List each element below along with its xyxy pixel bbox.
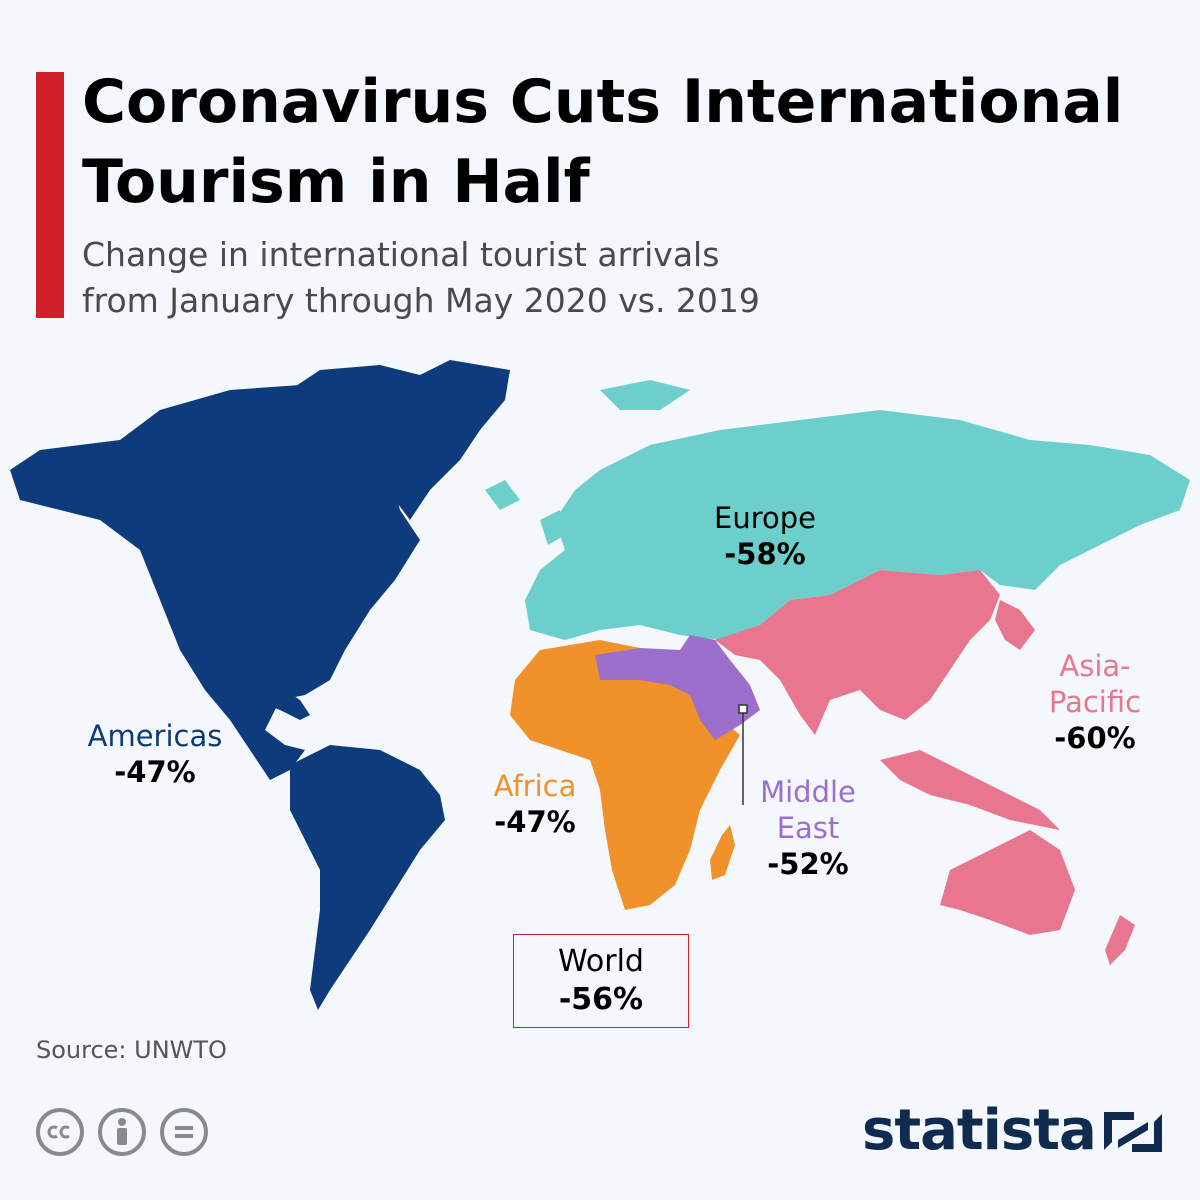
region-name-americas: Americas [87,719,223,753]
label-middle-east: Middle East -52% [738,774,878,882]
cc-icon[interactable] [36,1108,84,1156]
attribution-icon[interactable] [98,1108,146,1156]
label-asia-pacific: Asia- Pacific -60% [1025,648,1165,756]
statista-logo-icon [1104,1112,1162,1152]
subtitle-line-2: from January through May 2020 vs. 2019 [82,281,760,320]
accent-bar [36,72,64,318]
subtitle: Change in international tourist arrivals… [82,232,1082,324]
region-value-asia-pacific: -60% [1054,721,1136,755]
middle-east-marker [738,704,748,714]
label-americas: Americas -47% [55,718,255,790]
region-asia-pacific-shape [715,570,1135,965]
brand-name: statista [862,1098,1097,1163]
region-name-asia-pacific-line-2: Pacific [1048,685,1142,719]
region-americas-shape [10,360,510,1010]
world-value: -56% [558,982,644,1017]
subtitle-line-1: Change in international tourist arrivals [82,235,720,274]
region-europe-shape [485,380,1190,640]
region-name-africa: Africa [493,769,577,803]
title-line-1: Coronavirus Cuts International [82,67,1124,137]
title-line-2: Tourism in Half [82,147,590,217]
region-value-americas: -47% [114,755,196,789]
page-title: Coronavirus Cuts International Tourism i… [82,62,1182,222]
world-summary-box: World -56% [513,934,689,1028]
region-value-africa: -47% [494,805,576,839]
region-value-middle-east: -52% [767,847,849,881]
region-name-asia-pacific-line-1: Asia- [1059,649,1131,683]
license-icons [36,1108,208,1156]
region-middle-east-shape [595,635,760,740]
no-derivatives-icon[interactable] [160,1108,208,1156]
region-value-europe: -58% [724,537,806,571]
region-name-middle-east-line-1: Middle [760,775,856,809]
world-name: World [558,944,644,979]
source-note: Source: UNWTO [36,1036,227,1064]
label-africa: Africa -47% [455,768,615,840]
region-africa-shape [510,640,740,910]
world-map [10,360,1190,1010]
region-name-europe: Europe [714,501,816,535]
label-europe: Europe -58% [665,500,865,572]
region-name-middle-east-line-2: East [776,811,840,845]
